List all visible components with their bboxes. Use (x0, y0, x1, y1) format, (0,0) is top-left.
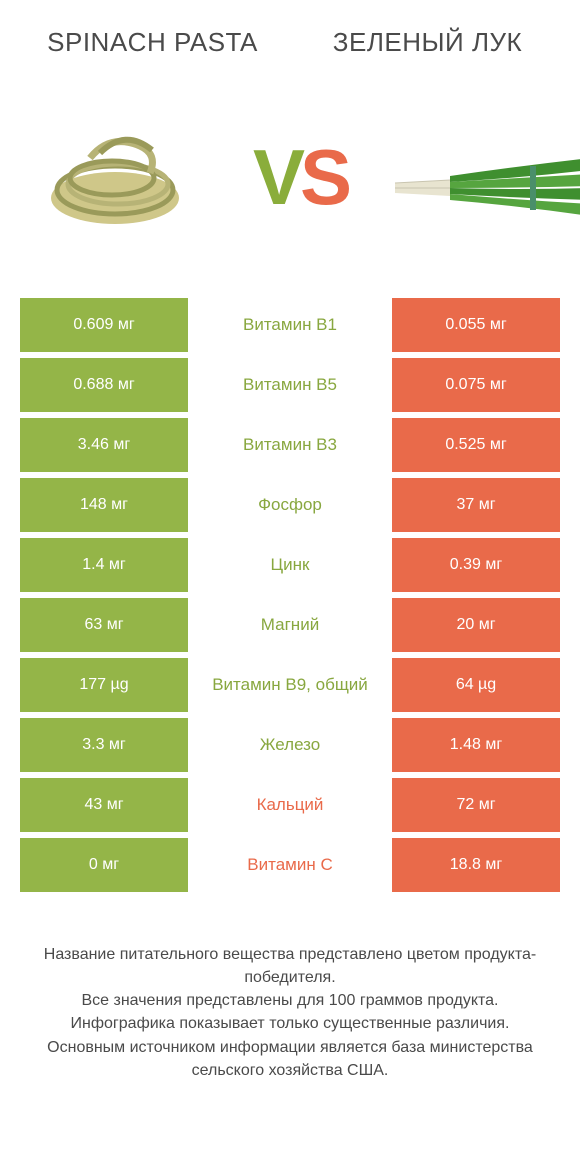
right-value-cell: 18.8 мг (392, 838, 560, 892)
right-value-cell: 0.525 мг (392, 418, 560, 472)
table-row: 3.3 мгЖелезо1.48 мг (20, 718, 560, 772)
left-value-cell: 1.4 мг (20, 538, 188, 592)
right-value-cell: 1.48 мг (392, 718, 560, 772)
nutrient-label: Магний (188, 598, 392, 652)
footer-line: Название питательного вещества представл… (25, 943, 555, 989)
table-row: 177 µgВитамин B9, общий64 µg (20, 658, 560, 712)
nutrient-label: Витамин C (188, 838, 392, 892)
vs-right-letter: S (300, 133, 347, 221)
vs-left-letter: V (253, 133, 300, 221)
left-value-cell: 3.3 мг (20, 718, 188, 772)
nutrient-label: Кальций (188, 778, 392, 832)
right-value-cell: 64 µg (392, 658, 560, 712)
green-onion-icon (390, 148, 580, 228)
nutrient-label: Витамин B1 (188, 298, 392, 352)
left-value-cell: 148 мг (20, 478, 188, 532)
left-value-cell: 0 мг (20, 838, 188, 892)
footer-line: Все значения представлены для 100 граммо… (25, 989, 555, 1012)
table-row: 1.4 мгЦинк0.39 мг (20, 538, 560, 592)
right-value-cell: 72 мг (392, 778, 560, 832)
table-row: 0.609 мгВитамин B10.055 мг (20, 298, 560, 352)
left-value-cell: 3.46 мг (20, 418, 188, 472)
table-row: 3.46 мгВитамин B30.525 мг (20, 418, 560, 472)
nutrient-label: Витамин B3 (188, 418, 392, 472)
left-product-image (30, 98, 210, 258)
right-product-title: Зеленый лук (315, 28, 540, 58)
nutrient-label: Фосфор (188, 478, 392, 532)
table-row: 63 мгМагний20 мг (20, 598, 560, 652)
left-value-cell: 43 мг (20, 778, 188, 832)
nutrient-label: Витамин B9, общий (188, 658, 392, 712)
nutrient-label: Железо (188, 718, 392, 772)
table-row: 43 мгКальций72 мг (20, 778, 560, 832)
vs-label: VS (253, 132, 347, 223)
left-product-title: Spinach pasta (40, 28, 265, 58)
header: Spinach pasta Зеленый лук (0, 0, 580, 68)
right-product-image (390, 98, 570, 258)
table-row: 0 мгВитамин C18.8 мг (20, 838, 560, 892)
right-value-cell: 0.055 мг (392, 298, 560, 352)
right-value-cell: 0.39 мг (392, 538, 560, 592)
hero-row: VS (0, 68, 580, 298)
footer-notes: Название питательного вещества представл… (0, 898, 580, 1082)
left-value-cell: 63 мг (20, 598, 188, 652)
spinach-pasta-icon (40, 128, 190, 228)
right-value-cell: 0.075 мг (392, 358, 560, 412)
footer-line: Инфографика показывает только существенн… (25, 1012, 555, 1035)
left-value-cell: 177 µg (20, 658, 188, 712)
comparison-table: 0.609 мгВитамин B10.055 мг0.688 мгВитами… (0, 298, 580, 892)
right-value-cell: 37 мг (392, 478, 560, 532)
left-value-cell: 0.688 мг (20, 358, 188, 412)
nutrient-label: Витамин B5 (188, 358, 392, 412)
footer-line: Основным источником информации является … (25, 1036, 555, 1082)
right-value-cell: 20 мг (392, 598, 560, 652)
nutrient-label: Цинк (188, 538, 392, 592)
table-row: 148 мгФосфор37 мг (20, 478, 560, 532)
table-row: 0.688 мгВитамин B50.075 мг (20, 358, 560, 412)
left-value-cell: 0.609 мг (20, 298, 188, 352)
